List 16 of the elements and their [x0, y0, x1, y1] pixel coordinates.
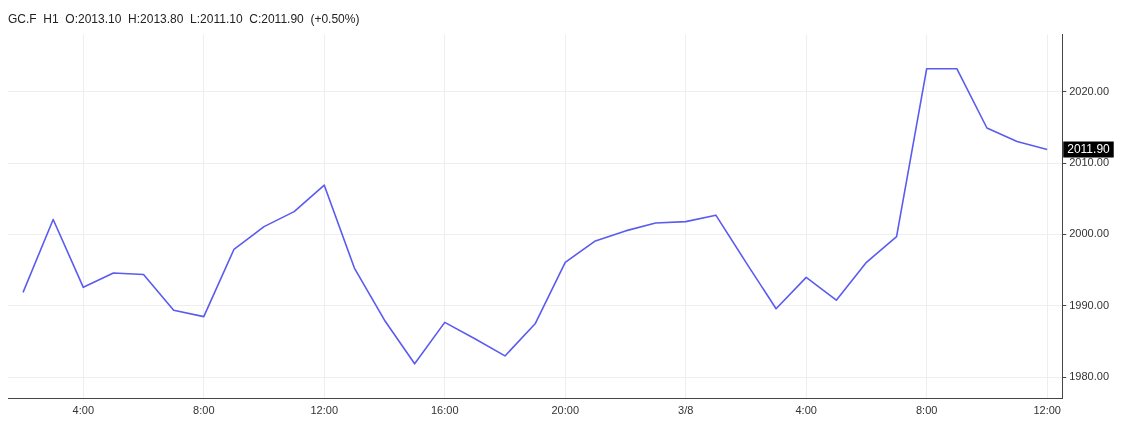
- x-tick-label: 20:00: [551, 404, 580, 417]
- x-tick-label: 4:00: [795, 404, 817, 417]
- x-tick-label: 8:00: [915, 404, 938, 417]
- chart-title: GC.F H1 O:2013.10 H:2013.80 L:2011.10 C:2011.90 (+0.50%): [8, 11, 360, 26]
- x-tick-label: 16:00: [430, 404, 459, 417]
- x-tick-label: 3/8: [678, 404, 694, 417]
- text: 2011.90: [1067, 141, 1111, 156]
- y-tick-label: 2010.00: [1069, 156, 1109, 169]
- y-tick-label: 1980.00: [1069, 370, 1109, 383]
- x-tick-label: 8:00: [193, 404, 215, 417]
- x-tick-label: 4:00: [72, 404, 95, 417]
- y-tick-label: 2000.00: [1069, 227, 1109, 240]
- y-tick-label: 2020.00: [1069, 84, 1109, 97]
- x-tick-label: 12:00: [310, 404, 339, 417]
- y-tick-label: 1990.00: [1069, 298, 1109, 311]
- x-tick-label: 12:00: [1033, 404, 1061, 417]
